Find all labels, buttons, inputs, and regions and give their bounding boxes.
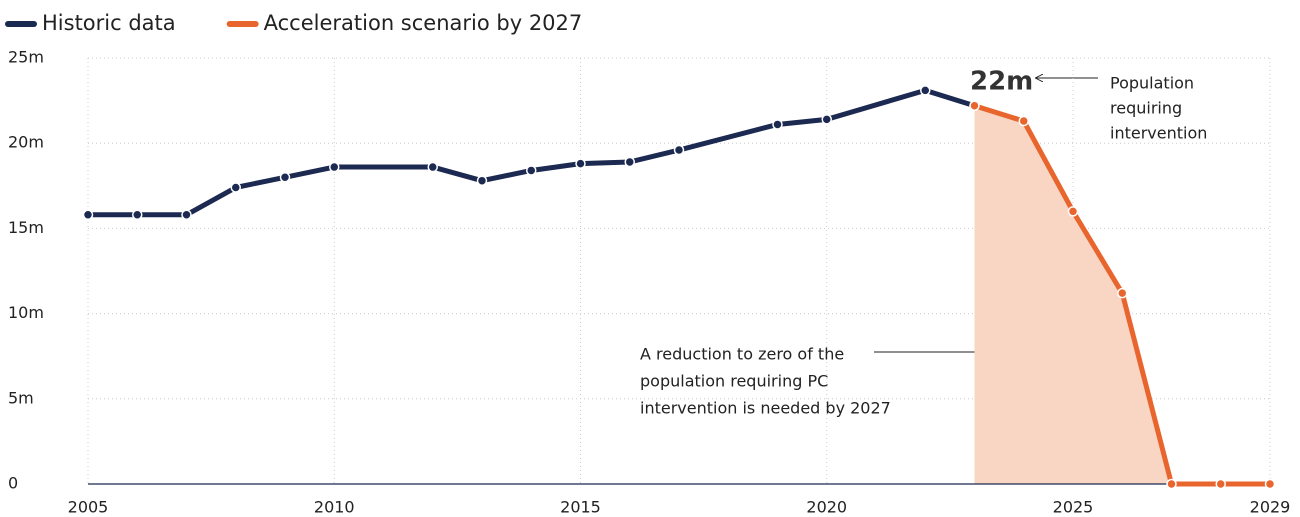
point bbox=[1018, 115, 1029, 127]
point bbox=[476, 175, 488, 186]
x-tick-label: 2015 bbox=[560, 498, 601, 517]
point bbox=[427, 161, 438, 173]
y-tick-label: 20m bbox=[8, 133, 44, 152]
point bbox=[1166, 478, 1177, 490]
point bbox=[772, 119, 783, 130]
annotation: requiring bbox=[1110, 99, 1182, 118]
series-line bbox=[88, 87, 976, 218]
point bbox=[1215, 478, 1226, 490]
point bbox=[526, 165, 537, 176]
annotation: intervention is needed by 2027 bbox=[640, 399, 891, 418]
x-tick-label: 2010 bbox=[314, 498, 355, 517]
legend-label: Historic data bbox=[42, 11, 176, 35]
annotation: 22m bbox=[970, 67, 1033, 97]
point bbox=[673, 144, 685, 156]
point bbox=[82, 209, 94, 221]
x-tick-label: 2005 bbox=[68, 498, 109, 517]
annotation: Population bbox=[1110, 74, 1194, 93]
point bbox=[279, 172, 291, 183]
x-tick-label: 2029 bbox=[1250, 498, 1291, 517]
point bbox=[624, 156, 635, 168]
point bbox=[1264, 478, 1276, 490]
point bbox=[969, 100, 980, 111]
annotation: intervention bbox=[1110, 124, 1207, 143]
point bbox=[329, 161, 340, 173]
annotation: A reduction to zero of the bbox=[640, 345, 844, 364]
y-tick-label: 0 bbox=[8, 474, 18, 493]
point bbox=[575, 158, 586, 169]
y-tick-label: 5m bbox=[8, 388, 34, 407]
annotation: population requiring PC bbox=[640, 372, 828, 391]
y-tick-label: 15m bbox=[8, 218, 44, 237]
x-tick-label: 2025 bbox=[1053, 498, 1094, 517]
point bbox=[181, 209, 192, 221]
point bbox=[821, 114, 832, 125]
point bbox=[1117, 287, 1128, 299]
y-tick-label: 25m bbox=[8, 48, 44, 67]
point bbox=[1067, 206, 1079, 217]
y-tick-label: 10m bbox=[8, 303, 44, 322]
point bbox=[132, 209, 143, 221]
point bbox=[230, 182, 241, 193]
x-tick-label: 2020 bbox=[806, 498, 847, 517]
legend-label: Acceleration scenario by 2027 bbox=[264, 11, 583, 35]
point bbox=[920, 85, 931, 96]
